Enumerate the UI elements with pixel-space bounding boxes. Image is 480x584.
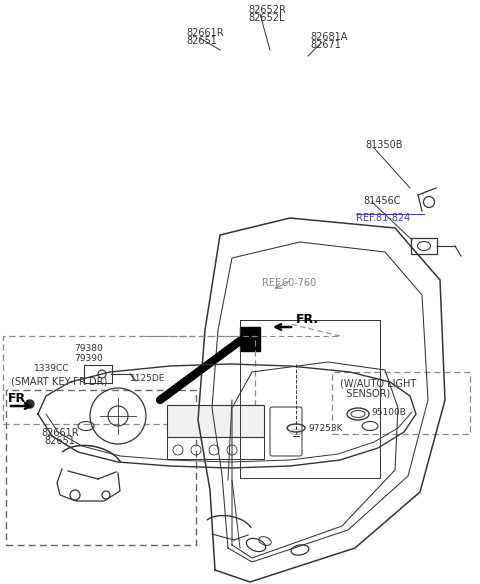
Text: FR.: FR. xyxy=(296,313,319,326)
Text: 79380: 79380 xyxy=(74,344,103,353)
FancyBboxPatch shape xyxy=(167,405,264,437)
Text: FR.: FR. xyxy=(8,392,31,405)
Text: SENSOR): SENSOR) xyxy=(340,388,390,398)
Text: REF.60-760: REF.60-760 xyxy=(262,278,316,288)
Text: 81350B: 81350B xyxy=(365,140,403,150)
Text: 82661R: 82661R xyxy=(186,28,224,38)
Text: 82681A: 82681A xyxy=(310,32,348,42)
Text: 82651: 82651 xyxy=(45,436,75,446)
Text: REF.81-824: REF.81-824 xyxy=(356,213,410,223)
Text: 82651: 82651 xyxy=(186,36,217,46)
Text: 97253K: 97253K xyxy=(308,424,343,433)
Text: (W/AUTO LIGHT: (W/AUTO LIGHT xyxy=(340,378,416,388)
FancyBboxPatch shape xyxy=(240,327,260,351)
Text: 82671: 82671 xyxy=(310,40,341,50)
Text: 95100B: 95100B xyxy=(371,408,406,417)
Text: 1125DE: 1125DE xyxy=(130,374,166,383)
Text: 81456C: 81456C xyxy=(363,196,400,206)
Text: 82652R: 82652R xyxy=(248,5,286,15)
Text: (SMART KEY-FR DR): (SMART KEY-FR DR) xyxy=(11,377,108,387)
Circle shape xyxy=(26,400,34,408)
Text: 79390: 79390 xyxy=(74,354,103,363)
Text: 1339CC: 1339CC xyxy=(34,364,70,373)
Text: 82661R: 82661R xyxy=(41,428,79,438)
Text: 82652L: 82652L xyxy=(248,13,285,23)
